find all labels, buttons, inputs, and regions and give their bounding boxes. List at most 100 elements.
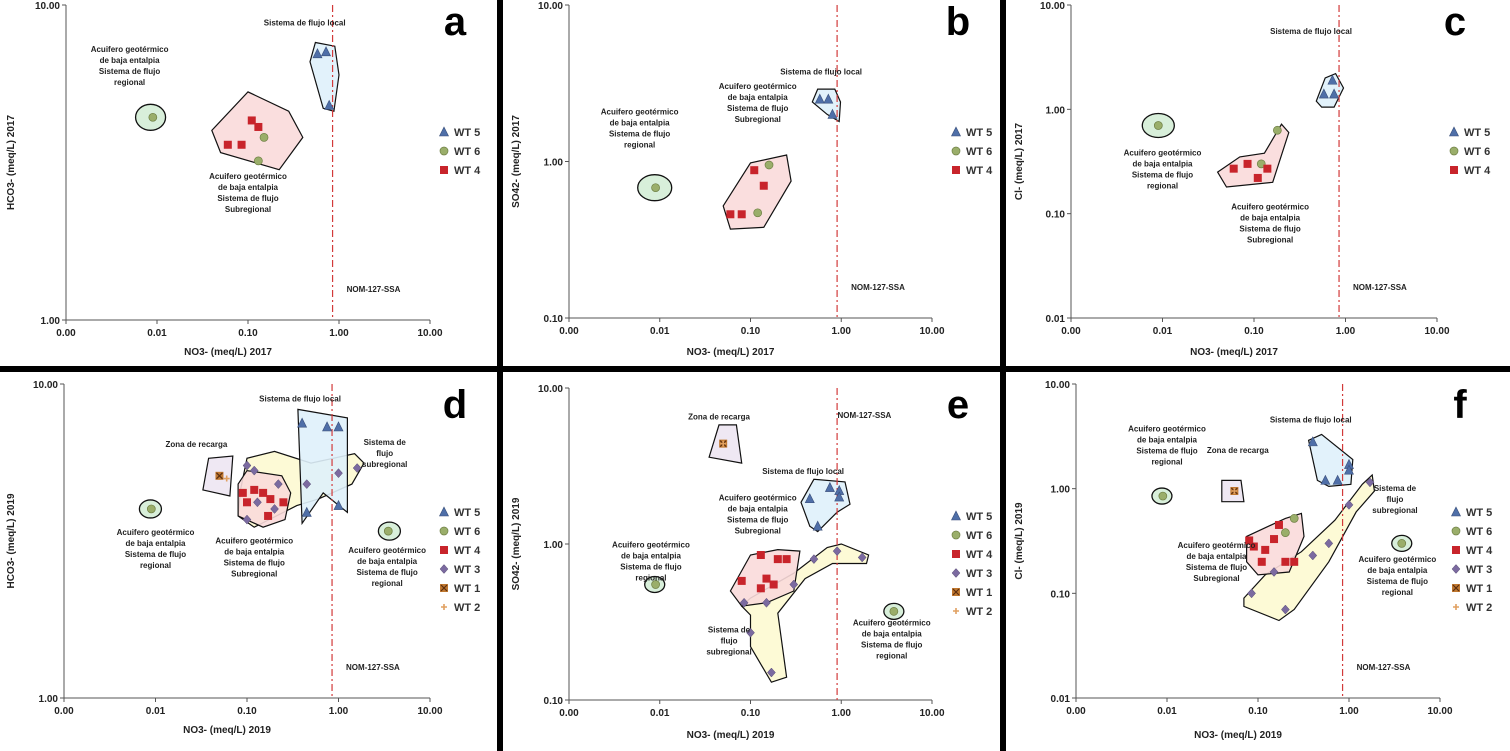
legend-label: WT 2: [454, 602, 480, 614]
data-point: [273, 479, 283, 489]
legend-label: WT 3: [454, 564, 480, 576]
annotation-text: Zona de recarga: [688, 412, 750, 421]
annotation-text: subregional: [1372, 506, 1417, 515]
data-point: [215, 471, 224, 480]
x-tick-label: 10.00: [1424, 326, 1449, 337]
annotation-text: Sistema de flujo local: [780, 67, 862, 76]
legend-marker: [1452, 546, 1460, 554]
legend-marker: [440, 166, 448, 174]
legend-label: WT 6: [1464, 146, 1490, 158]
annotation-text: regional: [624, 140, 655, 149]
panel-letter: e: [947, 383, 969, 427]
annotation-text: Acuifero geotérmico: [719, 494, 797, 503]
annotation-text: Sistema de flujo: [1136, 447, 1197, 456]
y-tick-label: 10.00: [35, 1, 60, 12]
data-point: [889, 607, 899, 616]
group-polygon: [1243, 473, 1376, 622]
legend-marker-cross: [440, 584, 448, 592]
data-point: [247, 116, 256, 125]
data-point: [1344, 464, 1354, 475]
data-point: [249, 465, 259, 476]
x-tick-label: 0.01: [1157, 706, 1177, 717]
y-tick-label: 10.00: [1045, 380, 1070, 391]
y-axis-title: Cl- (meq/L) 2017: [1014, 122, 1025, 200]
x-tick-label: 10.00: [417, 706, 442, 717]
legend-label: WT 2: [1466, 602, 1492, 614]
annotation-text: subregional: [706, 648, 751, 657]
y-tick-label: 1.00: [1046, 105, 1066, 116]
legend-marker-cross: [952, 588, 960, 596]
annotation-text: Sistema de: [364, 438, 407, 447]
annotation-text: de baja entalpia: [1240, 213, 1301, 222]
data-point: [254, 122, 263, 131]
x-tick-label: 1.00: [832, 326, 852, 337]
data-point: [242, 460, 252, 471]
group-polygon: [1315, 72, 1345, 108]
annotation-text: de baja entalpia: [1186, 552, 1247, 561]
annotation-text: de baja entalpia: [621, 551, 682, 560]
data-point: [753, 208, 763, 218]
data-point: [253, 497, 262, 508]
legend-label: WT 6: [1466, 526, 1492, 538]
data-point: [1261, 545, 1270, 554]
data-point: [324, 99, 335, 110]
y-tick-label: 1.00: [544, 158, 564, 169]
divider-vertical-1: [497, 0, 503, 751]
data-point: [737, 576, 746, 585]
x-tick-label: 0.01: [146, 706, 166, 717]
annotation-text: regional: [1151, 458, 1182, 467]
series-wt-4: [1245, 520, 1299, 566]
annotation-text: de baja entalpia: [357, 557, 418, 566]
legend-marker: [951, 530, 961, 540]
panel-letter: a: [444, 0, 467, 44]
annotation-text: Sistema de flujo: [861, 641, 922, 650]
divider-vertical-2: [1000, 0, 1006, 751]
data-point: [737, 210, 746, 219]
legend-marker: [951, 568, 961, 578]
legend-label: WT 1: [454, 583, 480, 595]
data-point: [1281, 604, 1290, 615]
annotation-text: Zona de recarga: [166, 440, 228, 449]
data-point: [259, 133, 269, 142]
x-tick-label: 1.00: [1336, 326, 1356, 337]
annotation-text: flujo: [1387, 495, 1404, 504]
legend-marker: [952, 550, 960, 558]
series-wt-2: [223, 475, 230, 482]
annotation-text: Acuifero geotérmico: [719, 82, 797, 91]
series-wt-6: [651, 580, 899, 616]
x-tick-label: 0.10: [741, 326, 761, 337]
panel-b: 0.00 0.01 0.10 1.00 10.00 0.10 1.00 10.00 NO3- (…: [511, 0, 993, 358]
data-point: [1269, 567, 1279, 577]
y-tick-label: 0.01: [1051, 694, 1071, 705]
series-wt-5: [804, 481, 845, 531]
x-tick-label: 0.01: [147, 328, 167, 339]
annotation-text: Sistema de flujo: [224, 559, 285, 568]
annotation-text: de baja entalpia: [218, 183, 279, 192]
data-point: [1329, 88, 1340, 99]
data-point: [1307, 436, 1318, 447]
panel-c: 0.00 0.01 0.10 1.00 10.000.010.101.0010.00NO…: [1014, 0, 1491, 358]
series-wt-5: [1307, 436, 1354, 485]
legend-label: WT 5: [454, 507, 480, 519]
x-tick-label: 10.00: [1427, 706, 1452, 717]
x-axis-title: NO3- (meq/L) 2019: [183, 725, 271, 736]
annotation-text: Acuifero geotérmico: [1124, 149, 1202, 158]
data-point: [857, 552, 867, 563]
data-point: [1245, 536, 1254, 545]
data-point: [824, 481, 835, 492]
legend-label: WT 2: [966, 606, 992, 618]
legend-label: WT 4: [454, 165, 481, 177]
data-point: [762, 574, 771, 583]
annotation-text: Acuifero geotérmico: [348, 546, 426, 555]
panel-letter: c: [1444, 0, 1466, 44]
y-axis-title: SO42- (meq/L) 2017: [511, 115, 522, 208]
data-point: [264, 511, 273, 520]
annotation-text: Acuifero geotérmico: [91, 45, 169, 54]
data-point: [773, 555, 782, 564]
data-point: [1290, 557, 1299, 566]
x-axis-title: NO3- (meq/L) 2017: [1190, 347, 1278, 358]
data-point: [814, 93, 825, 104]
annotation-text: Acuifero geotérmico: [117, 528, 195, 537]
